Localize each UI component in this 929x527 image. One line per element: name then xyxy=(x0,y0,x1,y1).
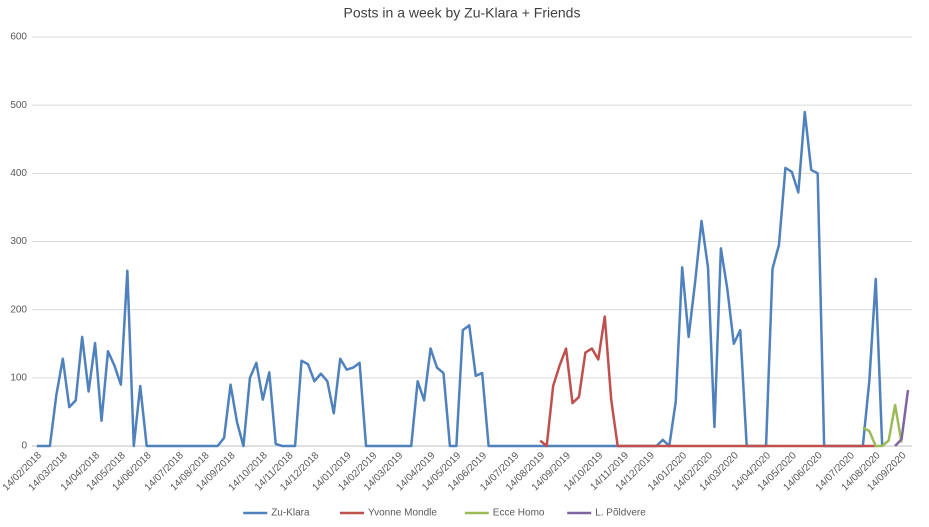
y-tick-label: 400 xyxy=(10,168,27,179)
chart-title: Posts in a week by Zu-Klara + Friends xyxy=(344,5,581,21)
series-line xyxy=(862,403,903,448)
y-tick-label: 500 xyxy=(10,100,27,111)
legend-label: Ecce Homo xyxy=(493,508,545,519)
legend-label: Yvonne Mondle xyxy=(368,508,437,519)
series-line xyxy=(894,389,910,447)
legend-label: L. Põldvere xyxy=(595,508,646,519)
series-line xyxy=(539,315,876,448)
series-line xyxy=(37,110,884,448)
y-tick-label: 600 xyxy=(10,32,27,43)
legend-label: Zu-Klara xyxy=(271,508,310,519)
y-tick-label: 300 xyxy=(10,236,27,247)
y-tick-label: 100 xyxy=(10,372,27,383)
y-tick-label: 0 xyxy=(21,441,27,452)
y-tick-label: 200 xyxy=(10,304,27,315)
